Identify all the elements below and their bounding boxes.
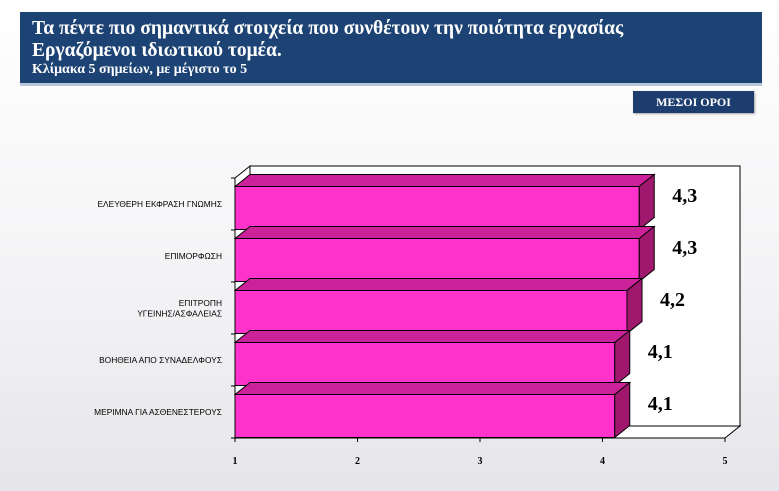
bar-top-face bbox=[233, 382, 632, 395]
bar-front-face bbox=[234, 394, 616, 438]
bars bbox=[233, 173, 656, 439]
bar bbox=[233, 381, 632, 439]
value-label: 4,2 bbox=[660, 289, 685, 311]
category-label-line: ΥΓΕΙΝΗΣ/ΑΣΦΑΛΕΙΑΣ bbox=[137, 308, 222, 318]
averages-badge: ΜΕΣΟΙ ΟΡΟΙ bbox=[633, 91, 754, 113]
category-label-line: ΕΠΙΤΡΟΠΗ bbox=[179, 298, 222, 308]
x-tick-label: 2 bbox=[355, 456, 360, 467]
value-label: 4,3 bbox=[672, 237, 697, 259]
category-label-line: ΜΕΡΙΜΝΑ ΓΙΑ ΑΣΘΕΝΕΣΤΕΡΟΥΣ bbox=[94, 407, 222, 417]
bar-top-face bbox=[233, 278, 644, 291]
bar-front-face bbox=[234, 238, 640, 282]
value-labels: 4,3 4,3 4,2 4,1 4,1 bbox=[648, 185, 698, 415]
bar bbox=[233, 173, 656, 231]
bar-side-face bbox=[638, 173, 655, 231]
bar-side-face bbox=[614, 329, 631, 387]
category-label: ΒΟΗΘΕΙΑ ΑΠΟ ΣΥΝΑΔΕΛΦΟΥΣ bbox=[99, 355, 222, 365]
value-label: 4,1 bbox=[648, 341, 673, 363]
bar-front-face bbox=[234, 186, 640, 230]
value-label: 4,1 bbox=[648, 393, 673, 415]
category-label: ΜΕΡΙΜΝΑ ΓΙΑ ΑΣΘΕΝΕΣΤΕΡΟΥΣ bbox=[94, 407, 222, 417]
value-label: 4,3 bbox=[672, 185, 697, 207]
header-divider bbox=[20, 83, 762, 86]
bar-top-face bbox=[233, 174, 656, 187]
bar-front-face bbox=[234, 342, 616, 386]
bar-side-face bbox=[638, 225, 655, 283]
x-tick-label: 1 bbox=[233, 456, 238, 467]
bar bbox=[233, 277, 644, 335]
category-labels: ΕΛΕΥΘΕΡΗ ΕΚΦΡΑΣΗ ΓΝΩΜΗΣ ΕΠΙΜΟΡΦΩΣΗ ΕΠΙΤΡΟΠ… bbox=[94, 199, 222, 417]
category-label: ΕΠΙΤΡΟΠΗ ΥΓΕΙΝΗΣ/ΑΣΦΑΛΕΙΑΣ bbox=[137, 298, 222, 319]
bar-top-face bbox=[233, 330, 632, 343]
page-title: Τα πέντε πιο σημαντικά στοιχεία που συνθ… bbox=[32, 18, 624, 39]
bar bbox=[233, 329, 632, 387]
x-tick-label: 5 bbox=[723, 456, 728, 467]
bar-front-face bbox=[234, 290, 628, 334]
category-label-line: ΒΟΗΘΕΙΑ ΑΠΟ ΣΥΝΑΔΕΛΦΟΥΣ bbox=[99, 355, 222, 365]
bar-side-face bbox=[626, 277, 643, 335]
page-subtitle: Κλίμακα 5 σημείων, με μέγιστο το 5 bbox=[32, 62, 248, 77]
bar-top-face bbox=[233, 226, 656, 239]
page-title-line2: Εργαζόμενοι ιδιωτικού τομέα. bbox=[32, 40, 282, 61]
category-label: ΕΛΕΥΘΕΡΗ ΕΚΦΡΑΣΗ ΓΝΩΜΗΣ bbox=[97, 199, 222, 209]
category-label-line: ΕΛΕΥΘΕΡΗ ΕΚΦΡΑΣΗ ΓΝΩΜΗΣ bbox=[97, 199, 222, 209]
bar bbox=[233, 225, 656, 283]
x-tick-label: 3 bbox=[478, 456, 483, 467]
title-banner: Τα πέντε πιο σημαντικά στοιχεία που συνθ… bbox=[20, 12, 762, 83]
category-label: ΕΠΙΜΟΡΦΩΣΗ bbox=[165, 251, 222, 261]
bar-side-face bbox=[614, 381, 631, 439]
x-tick-label: 4 bbox=[600, 456, 605, 467]
category-label-line: ΕΠΙΜΟΡΦΩΣΗ bbox=[165, 251, 222, 261]
